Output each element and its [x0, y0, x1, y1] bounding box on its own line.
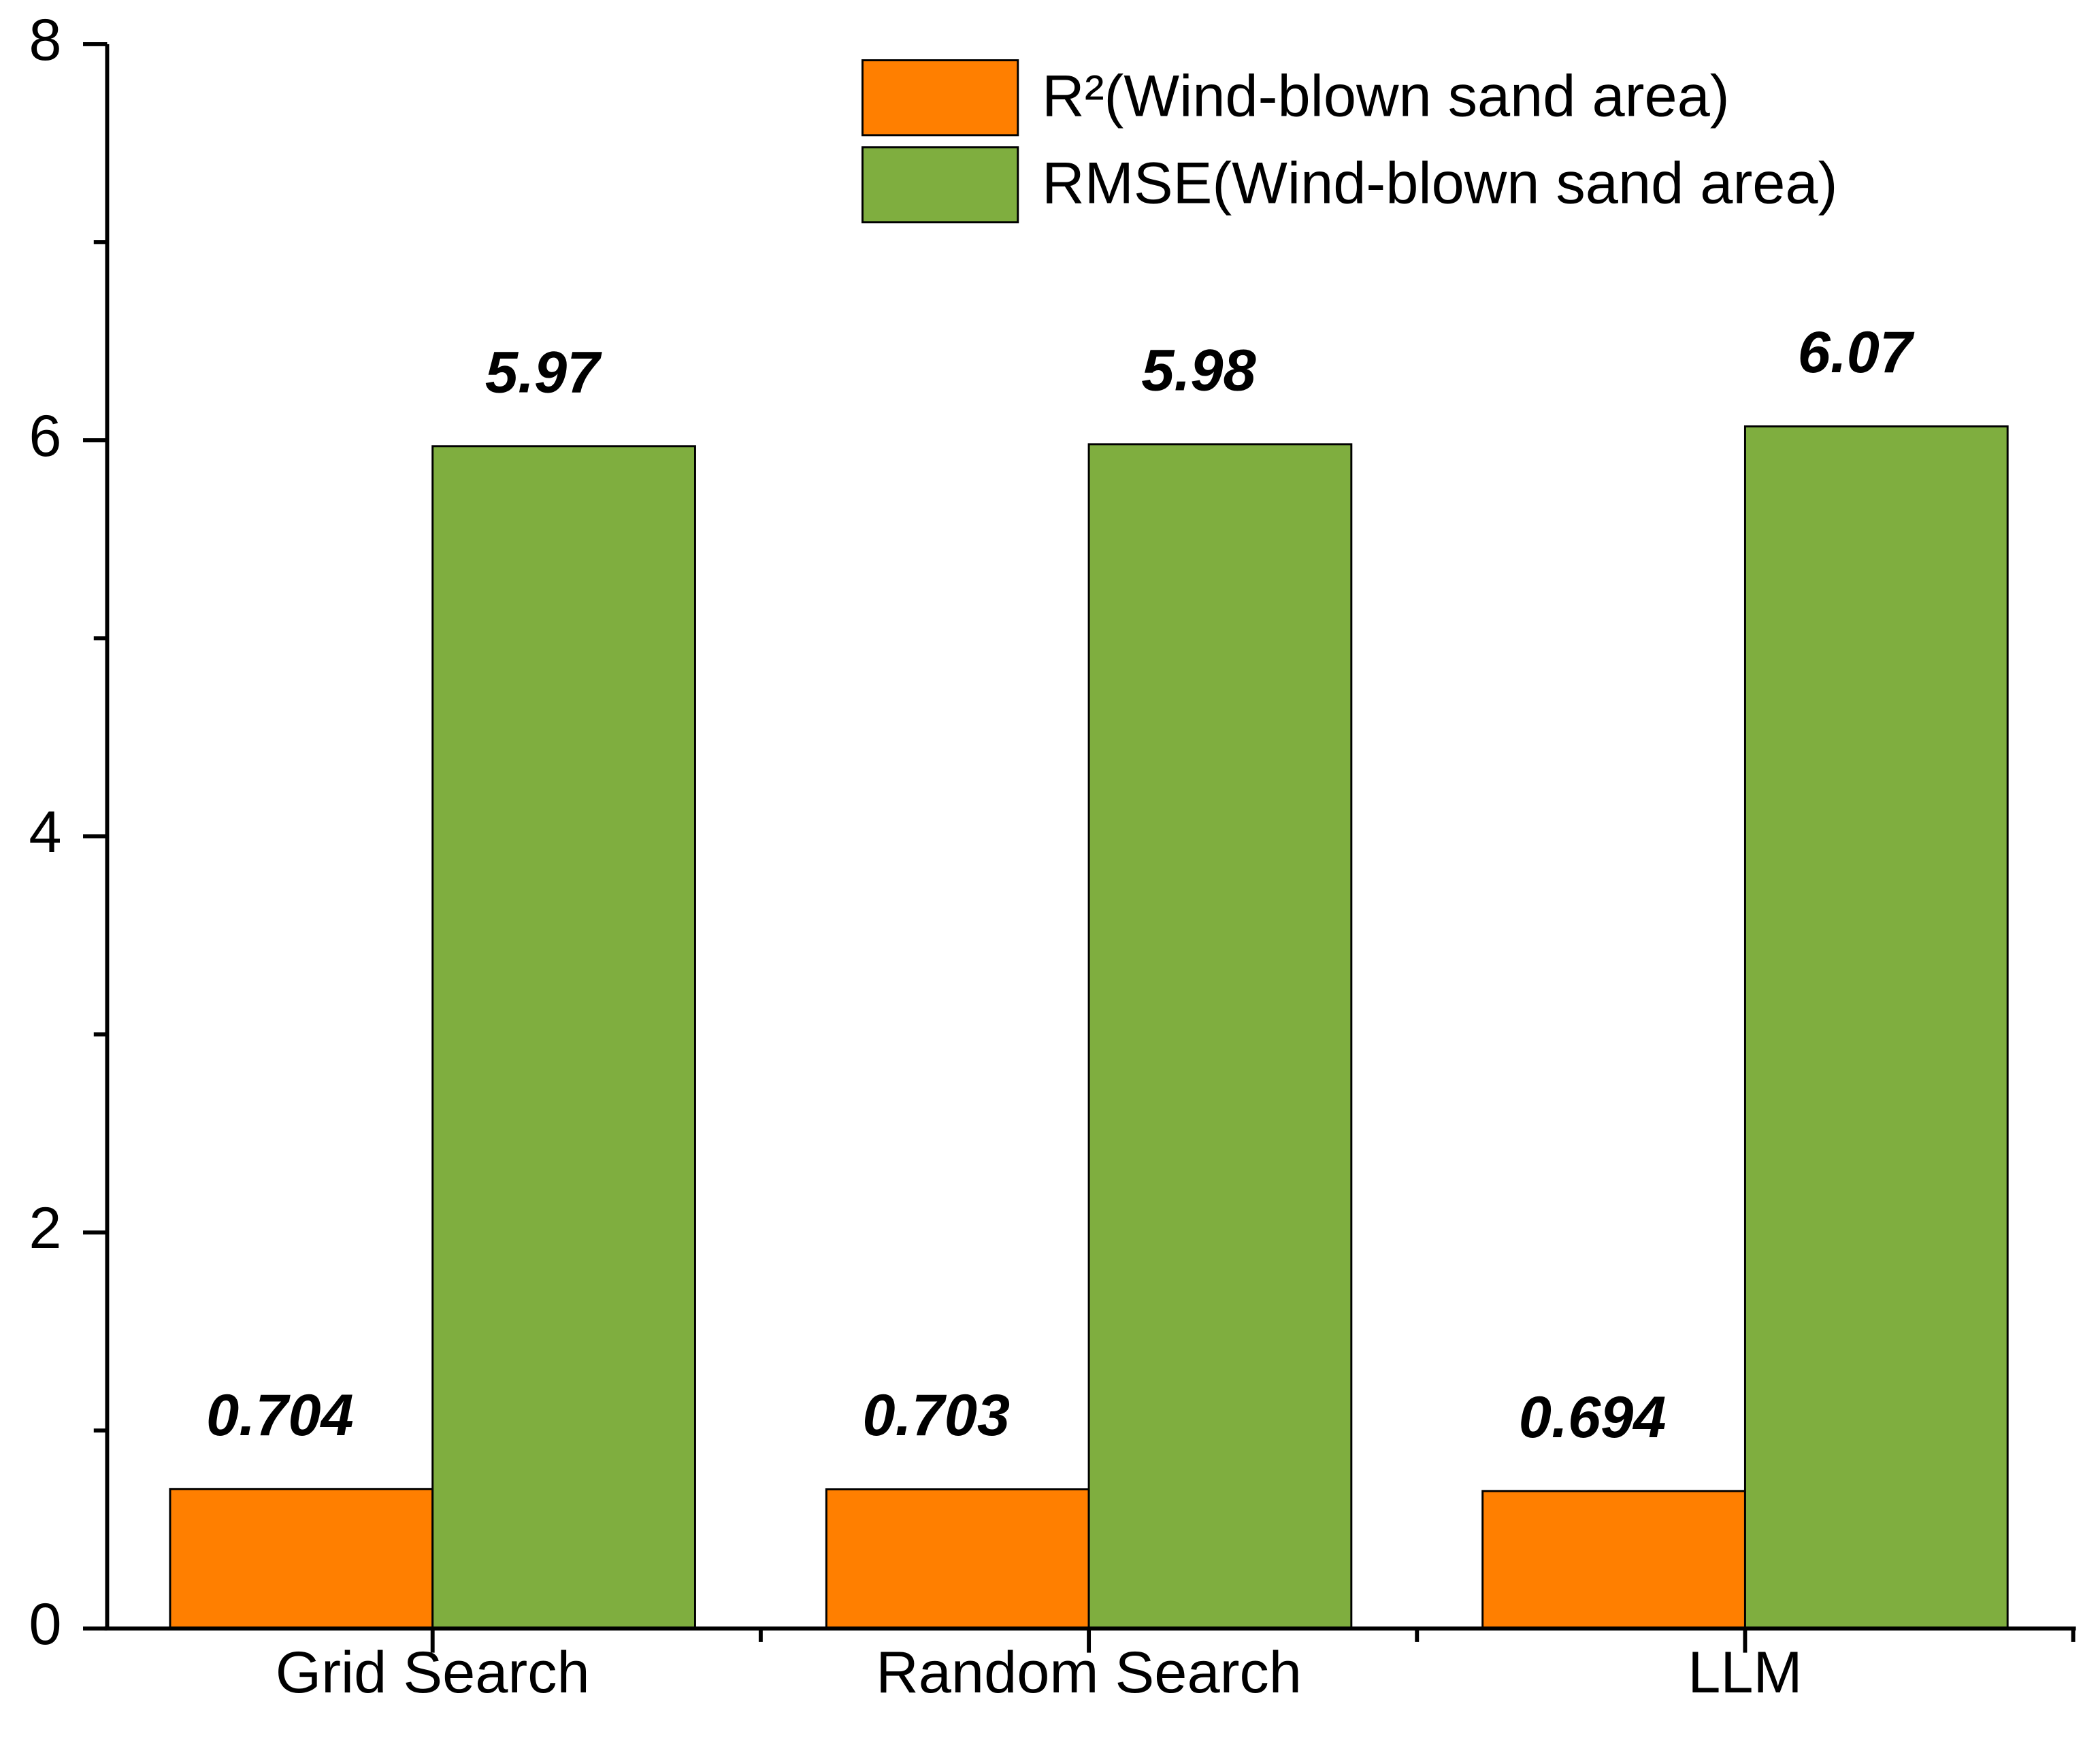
value-label: 6.07	[1798, 320, 1915, 385]
bar	[1087, 443, 1353, 1630]
value-label: 5.97	[485, 340, 602, 405]
value-label: 5.98	[1141, 338, 1256, 403]
bar	[169, 1488, 434, 1630]
bar	[1481, 1490, 1746, 1630]
legend-label: R²(Wind-blown sand area)	[1042, 63, 1729, 129]
legend-swatch	[861, 146, 1019, 224]
bar	[1743, 425, 2009, 1630]
y-tick-label: 4	[29, 800, 61, 865]
legend-swatch	[861, 59, 1019, 137]
bar	[431, 445, 696, 1630]
y-tick-label: 2	[29, 1196, 61, 1261]
bar	[825, 1488, 1090, 1630]
value-label: 0.694	[1519, 1385, 1667, 1450]
y-tick-label: 6	[29, 404, 61, 469]
y-tick-label: 8	[29, 7, 61, 73]
value-label: 0.704	[206, 1383, 354, 1448]
y-tick-label: 0	[29, 1592, 61, 1657]
value-label: 0.703	[862, 1383, 1010, 1448]
legend-label: RMSE(Wind-blown sand area)	[1042, 150, 1837, 216]
